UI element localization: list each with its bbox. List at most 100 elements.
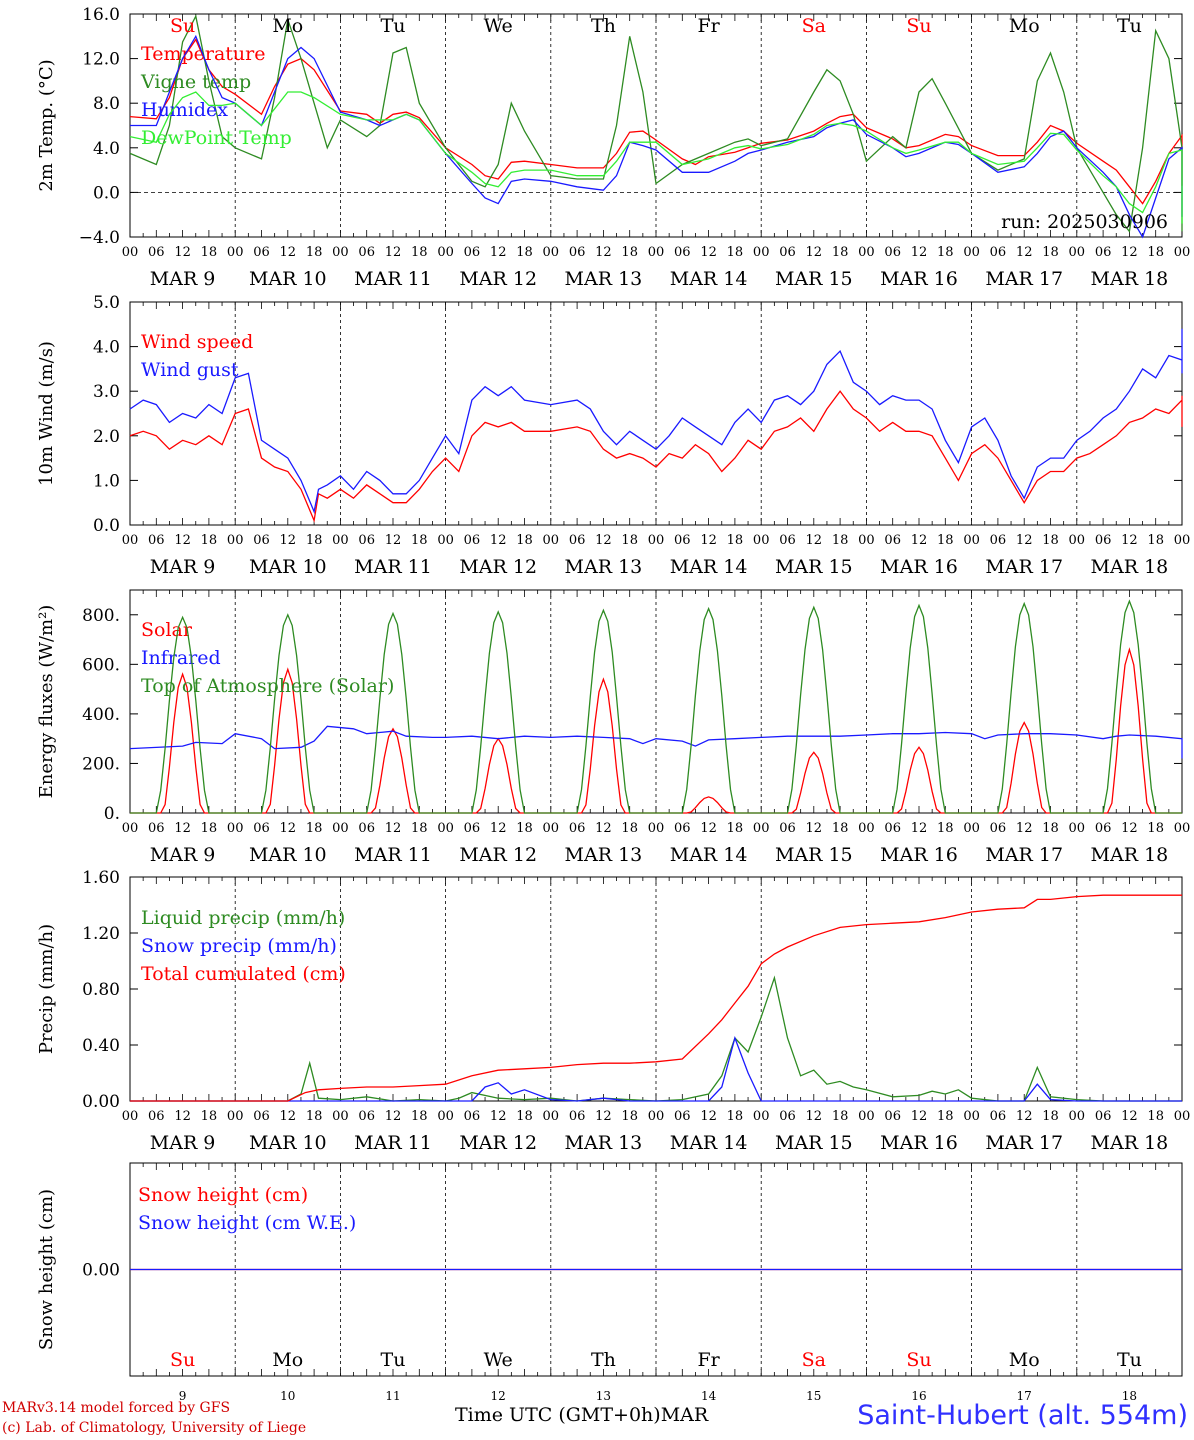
y-tick-label: 5.0 [93, 293, 120, 313]
weekday-label-bottom: Sa [802, 1349, 826, 1371]
plot-frame-2 [129, 589, 1183, 814]
hour-tick-label: 18 [937, 821, 954, 836]
legend-entry: Snow height (cm) [138, 1184, 308, 1206]
hour-tick-label: 06 [148, 1109, 165, 1124]
series-line-blue [130, 34, 1183, 239]
hour-tick-label: 00 [858, 821, 875, 836]
legend-entry: Top of Atmosphere (Solar) [141, 675, 394, 697]
hour-tick-label: 00 [122, 821, 139, 836]
weekday-label: Mo [1009, 15, 1040, 37]
y-tick-label: 4.0 [93, 139, 120, 159]
hour-tick-label: 12 [385, 533, 402, 548]
hour-tick-label: 00 [753, 1109, 770, 1124]
day-number: 13 [596, 1389, 611, 1403]
hour-tick-label: 06 [569, 533, 586, 548]
hour-tick-label: 00 [437, 821, 454, 836]
day-label: MAR 10 [249, 556, 327, 578]
day-label: MAR 10 [249, 268, 327, 290]
hour-tick-label: 18 [411, 1109, 428, 1124]
hour-tick-label: 00 [227, 533, 244, 548]
y-tick-label: 1.0 [93, 471, 120, 491]
day-label: MAR 16 [880, 268, 958, 290]
hour-tick-label: 00 [1174, 821, 1191, 836]
day-label: MAR 12 [459, 844, 537, 866]
day-label: MAR 13 [565, 1132, 643, 1154]
hour-tick-label: 18 [201, 1109, 218, 1124]
day-label: MAR 9 [150, 268, 216, 290]
hour-tick-label: 06 [358, 533, 375, 548]
y-tick-label: 3.0 [93, 382, 120, 402]
hour-tick-label: 00 [963, 821, 980, 836]
y-tick-label: 0. [104, 804, 120, 824]
hour-tick-label: 18 [832, 1109, 849, 1124]
day-label: MAR 15 [775, 556, 853, 578]
hour-tick-label: 12 [280, 533, 297, 548]
hour-tick-label: 00 [227, 821, 244, 836]
hour-tick-label: 06 [358, 821, 375, 836]
y-tick-label: 0.40 [82, 1036, 120, 1056]
hour-tick-label: 12 [595, 245, 612, 260]
hour-tick-label: 06 [253, 245, 270, 260]
y-tick-label: 2.0 [93, 427, 120, 447]
hour-tick-label: 12 [700, 533, 717, 548]
day-label: MAR 10 [249, 844, 327, 866]
plot-frame-1 [129, 301, 1183, 526]
hour-tick-label: 00 [227, 245, 244, 260]
hour-tick-label: 12 [1016, 821, 1033, 836]
y-axis-label: Snow height (cm) [36, 1189, 57, 1350]
weekday-label: Tu [381, 15, 406, 37]
series-line-red [129, 390, 1183, 523]
hour-tick-label: 18 [201, 821, 218, 836]
y-tick-label: 400. [82, 705, 120, 725]
hour-tick-label: 18 [727, 245, 744, 260]
hour-tick-label: 00 [543, 533, 560, 548]
legend-entry: Infrared [141, 647, 221, 669]
hour-tick-label: 12 [700, 821, 717, 836]
day-label: MAR 11 [354, 1132, 432, 1154]
day-label: MAR 14 [670, 844, 748, 866]
hour-tick-label: 12 [911, 821, 928, 836]
day-label: MAR 13 [565, 556, 643, 578]
hour-tick-label: 00 [648, 245, 665, 260]
hour-tick-label: 06 [1095, 821, 1112, 836]
hour-tick-label: 06 [569, 821, 586, 836]
hour-tick-label: 06 [990, 1109, 1007, 1124]
hour-tick-label: 12 [385, 245, 402, 260]
weekday-label: Mo [272, 15, 303, 37]
hour-tick-label: 00 [1069, 245, 1086, 260]
hour-tick-label: 12 [595, 1109, 612, 1124]
y-axis-label: Precip (mm/h) [36, 924, 57, 1054]
day-label: MAR 18 [1091, 268, 1169, 290]
hour-tick-label: 00 [963, 533, 980, 548]
day-label: MAR 17 [985, 268, 1063, 290]
hour-tick-label: 12 [174, 533, 191, 548]
hour-tick-label: 06 [1095, 245, 1112, 260]
hour-tick-label: 00 [858, 533, 875, 548]
hour-tick-label: 18 [201, 245, 218, 260]
day-label: MAR 17 [985, 1132, 1063, 1154]
hour-tick-label: 18 [411, 821, 428, 836]
day-label: MAR 15 [775, 268, 853, 290]
day-label: MAR 16 [880, 844, 958, 866]
hour-tick-label: 06 [253, 821, 270, 836]
series-line-blue [129, 725, 1183, 759]
day-label: MAR 12 [459, 268, 537, 290]
y-tick-label: 800. [82, 606, 120, 626]
weekday-label-bottom: Th [591, 1349, 616, 1371]
y-tick-label: 0.0 [93, 183, 120, 203]
hour-tick-label: 12 [174, 1109, 191, 1124]
hour-tick-label: 06 [464, 533, 481, 548]
weekday-label-bottom: Mo [272, 1349, 303, 1371]
day-number: 16 [911, 1389, 926, 1403]
hour-tick-label: 12 [385, 821, 402, 836]
day-label: MAR 17 [985, 844, 1063, 866]
weekday-label-bottom: Su [906, 1349, 931, 1371]
hour-tick-label: 00 [332, 533, 349, 548]
day-label: MAR 9 [150, 844, 216, 866]
y-tick-label: 600. [82, 655, 120, 675]
y-tick-label: 16.0 [82, 5, 120, 25]
hour-tick-label: 12 [595, 821, 612, 836]
hour-tick-label: 18 [621, 1109, 638, 1124]
hour-tick-label: 00 [332, 821, 349, 836]
